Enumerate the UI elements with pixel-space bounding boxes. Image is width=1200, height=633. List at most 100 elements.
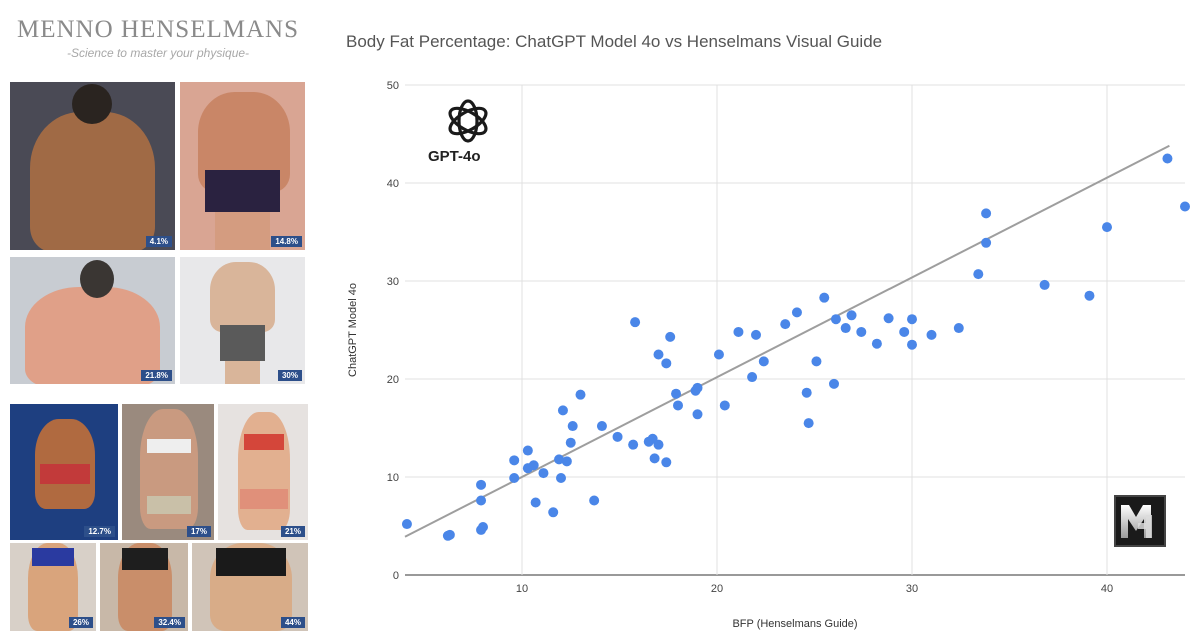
data-point — [791, 307, 802, 318]
data-point — [476, 495, 487, 506]
photo-panel: MENNO HENSELMANS -Science to master your… — [0, 0, 320, 633]
x-tick-label: 40 — [1101, 583, 1113, 595]
data-point — [528, 460, 539, 471]
data-point — [981, 237, 992, 248]
x-axis-label: BFP (Henselmans Guide) — [732, 618, 857, 630]
physique-photo: 17% — [122, 404, 214, 540]
data-point — [899, 326, 910, 337]
data-point — [803, 418, 814, 429]
data-point — [840, 323, 851, 334]
data-point — [661, 457, 672, 468]
data-point — [530, 497, 541, 508]
data-point — [733, 326, 744, 337]
data-point — [554, 454, 565, 465]
trendline — [404, 144, 1170, 538]
data-point — [612, 431, 623, 442]
data-point — [801, 387, 812, 398]
physique-photo: 14.8% — [180, 82, 305, 250]
data-point — [856, 326, 867, 337]
data-point — [751, 329, 761, 340]
data-point — [953, 323, 964, 334]
photo-label: 21.8% — [141, 370, 172, 381]
data-point — [665, 331, 676, 342]
data-point — [926, 329, 937, 340]
data-point — [401, 519, 412, 530]
photo-label: 21% — [280, 526, 305, 537]
x-tick-label: 30 — [906, 583, 918, 595]
data-point — [1180, 201, 1190, 212]
physique-photo: 21% — [218, 404, 308, 540]
data-point — [575, 389, 586, 400]
photo-label: 4.1% — [145, 236, 172, 247]
data-point — [556, 472, 566, 483]
physique-photo: 32.4% — [100, 543, 188, 631]
data-point — [671, 388, 682, 399]
data-point — [780, 319, 791, 330]
data-point — [871, 338, 882, 349]
data-point — [538, 468, 549, 479]
data-point — [758, 356, 769, 367]
photo-label: 26% — [68, 617, 93, 628]
data-point — [747, 372, 758, 383]
y-tick-label: 20 — [387, 374, 399, 386]
data-point — [444, 529, 455, 540]
data-point — [630, 317, 641, 328]
data-point — [557, 405, 568, 416]
data-point — [1084, 290, 1095, 301]
data-point — [476, 479, 487, 490]
brand-name: MENNO HENSELMANS — [17, 16, 299, 43]
y-tick-label: 50 — [387, 80, 399, 92]
data-point — [811, 356, 822, 367]
brand-tagline: -Science to master your physique- — [66, 46, 250, 60]
data-point — [649, 453, 660, 464]
x-tick-label: 10 — [516, 583, 528, 595]
y-tick-label: 0 — [393, 570, 399, 582]
data-point — [907, 314, 917, 325]
data-point — [719, 400, 730, 411]
photo-label: 44% — [280, 617, 305, 628]
data-point — [829, 378, 839, 389]
y-tick-label: 10 — [387, 472, 399, 484]
data-point — [1162, 153, 1173, 164]
physique-photo: 4.1% — [10, 82, 175, 250]
data-point — [509, 472, 520, 483]
data-point — [1039, 279, 1050, 290]
plot-area: 0 10 20 30 40 50 10 20 30 40 BFP (Henselmans Guide… — [347, 80, 1190, 630]
mh-logo-icon — [1114, 495, 1166, 547]
data-point — [522, 445, 533, 456]
data-point — [561, 456, 572, 467]
data-point — [692, 409, 703, 420]
data-point — [509, 455, 520, 466]
data-point — [907, 339, 917, 350]
data-point — [565, 437, 576, 448]
photo-label: 32.4% — [154, 617, 185, 628]
data-point — [589, 495, 600, 506]
y-axis-label: ChatGPT Model 4o — [347, 283, 359, 377]
physique-photo: 21.8% — [10, 257, 175, 384]
chart-title: Body Fat Percentage: ChatGPT Model 4o vs… — [346, 32, 883, 51]
data-point — [846, 310, 857, 321]
data-point — [628, 439, 639, 450]
physique-photo: 26% — [10, 543, 96, 631]
scatter-chart: Body Fat Percentage: ChatGPT Model 4o vs… — [330, 0, 1200, 633]
gpt-label: GPT-4o — [428, 148, 481, 165]
data-point — [653, 439, 664, 450]
data-point — [661, 358, 672, 369]
photo-label: 14.8% — [271, 236, 302, 247]
physique-photo: 44% — [192, 543, 308, 631]
physique-photo: 30% — [180, 257, 305, 384]
data-point — [653, 349, 664, 360]
data-point — [883, 313, 894, 324]
data-point — [692, 382, 703, 393]
y-tick-label: 40 — [387, 178, 399, 190]
x-tick-label: 20 — [711, 583, 723, 595]
y-tick-label: 30 — [387, 276, 399, 288]
data-point — [981, 208, 992, 219]
data-point — [830, 314, 841, 325]
openai-logo-icon — [448, 99, 488, 143]
photo-label: 12.7% — [84, 526, 115, 537]
data-point — [973, 269, 984, 280]
photo-label: 17% — [186, 526, 211, 537]
data-point — [1102, 222, 1112, 233]
data-point — [567, 421, 578, 432]
